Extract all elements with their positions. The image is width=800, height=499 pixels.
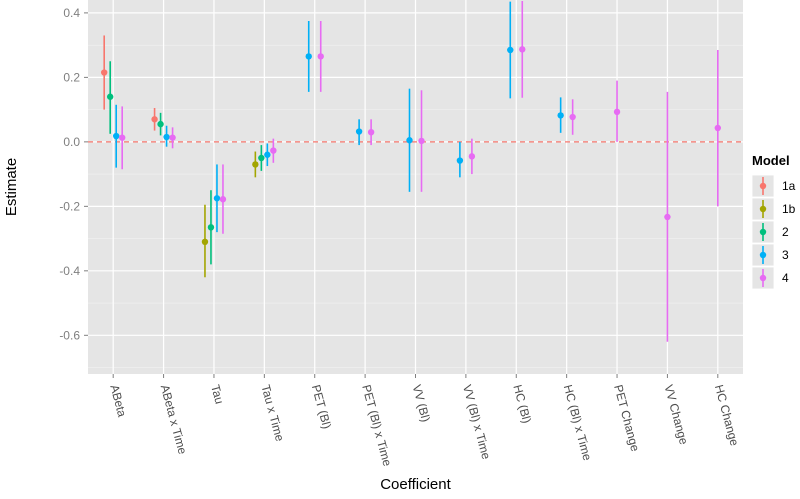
x-tick-label: Tau xyxy=(208,383,227,405)
point-1a-abeta xyxy=(100,69,108,76)
legend-key-point-1b xyxy=(759,205,767,213)
legend-key-point-1a xyxy=(759,182,767,190)
point-2-abeta xyxy=(106,93,114,100)
point-1b-tau xyxy=(201,238,209,246)
point-3-hc-bl xyxy=(507,46,514,54)
point-4-pet-bl xyxy=(317,53,324,60)
point-4-tau-x-time xyxy=(270,147,277,154)
point-3-vv-bl xyxy=(406,137,413,144)
point-4-vv-bl-x-time xyxy=(468,153,476,160)
y-tick-label: -0.2 xyxy=(59,199,80,213)
point-4-hc-bl-x-time xyxy=(569,113,576,121)
point-2-tau xyxy=(207,224,215,231)
y-tick-label: -0.4 xyxy=(59,264,80,278)
legend-label-4: 4 xyxy=(782,271,789,285)
data-marks xyxy=(100,0,722,342)
point-3-tau-x-time xyxy=(264,151,271,158)
y-axis: 0.4 0.2 0.0 -0.2 -0.4 -0.6 xyxy=(59,6,88,342)
point-3-pet-bl-x-time xyxy=(355,128,363,135)
legend-label-2: 2 xyxy=(782,225,789,239)
point-4-vv-change xyxy=(664,213,671,221)
point-3-hc-bl-x-time xyxy=(557,112,564,119)
legend: Model 1a 1b 2 3 4 xyxy=(751,153,796,290)
y-tick-label: 0.0 xyxy=(63,135,80,149)
point-4-abeta xyxy=(118,134,126,141)
point-1a-abeta-x-time xyxy=(151,116,158,123)
point-3-abeta xyxy=(112,132,120,140)
legend-label-1a: 1a xyxy=(782,179,796,193)
y-tick-label: 0.4 xyxy=(63,6,80,20)
legend-key-point-4 xyxy=(759,274,767,282)
point-3-tau xyxy=(213,195,221,202)
point-4-hc-change xyxy=(714,124,722,132)
x-axis-title: Coefficient xyxy=(380,476,451,493)
y-tick-label: -0.6 xyxy=(59,328,80,342)
point-4-pet-bl-x-time xyxy=(367,128,375,136)
legend-label-1b: 1b xyxy=(782,202,796,216)
point-3-vv-bl-x-time xyxy=(456,157,464,164)
point-4-hc-bl xyxy=(519,46,526,53)
point-3-pet-bl xyxy=(305,53,312,60)
point-2-tau-x-time xyxy=(258,154,265,162)
point-4-vv-bl xyxy=(418,137,425,145)
point-3-abeta-x-time xyxy=(163,133,170,141)
y-axis-title: Estimate xyxy=(3,158,20,216)
y-tick-label: 0.2 xyxy=(63,70,80,84)
legend-label-3: 3 xyxy=(782,248,789,262)
legend-title: Model xyxy=(752,153,790,168)
point-4-abeta-x-time xyxy=(169,134,176,141)
point-2-abeta-x-time xyxy=(157,120,164,128)
point-4-tau xyxy=(219,196,227,203)
legend-key-point-2 xyxy=(759,228,767,236)
point-1b-tau-x-time xyxy=(252,161,259,168)
point-4-pet-change xyxy=(613,108,621,116)
legend-key-point-3 xyxy=(759,251,767,259)
